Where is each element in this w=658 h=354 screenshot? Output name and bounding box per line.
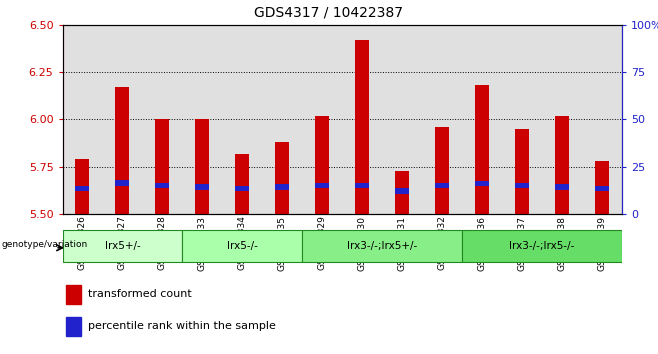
Bar [435,183,449,188]
Bar [195,119,209,214]
Bar [155,183,169,188]
Bar [435,127,449,214]
Bar [542,25,582,214]
Bar [302,25,342,214]
Text: lrx5-/-: lrx5-/- [227,241,258,251]
Bar [502,25,542,214]
Bar [555,184,569,190]
Bar [182,25,222,214]
FancyBboxPatch shape [302,230,462,262]
Text: genotype/variation: genotype/variation [1,240,88,249]
Bar [66,285,81,304]
Bar [355,40,369,214]
Bar [63,25,103,214]
Bar [115,87,130,214]
Bar [275,184,290,190]
Text: lrx3-/-;lrx5+/-: lrx3-/-;lrx5+/- [347,241,417,251]
Text: lrx5+/-: lrx5+/- [105,241,140,251]
Bar [222,25,263,214]
Bar [462,25,502,214]
Bar [395,171,409,214]
Bar [315,183,329,188]
Text: percentile rank within the sample: percentile rank within the sample [88,321,276,331]
Bar [115,180,130,186]
Bar [275,142,290,214]
Bar [103,25,142,214]
Bar [515,183,529,188]
Bar [76,159,89,214]
Bar [142,25,182,214]
Bar [475,85,489,214]
Text: transformed count: transformed count [88,289,191,299]
Bar [422,25,462,214]
Bar [515,129,529,214]
Bar [595,161,609,214]
FancyBboxPatch shape [462,230,622,262]
Bar [555,116,569,214]
Bar [595,186,609,192]
FancyBboxPatch shape [63,230,182,262]
Bar [382,25,422,214]
Bar [342,25,382,214]
Bar [66,316,81,336]
Bar [236,186,249,192]
Bar [195,184,209,190]
Bar [263,25,302,214]
Text: GDS4317 / 10422387: GDS4317 / 10422387 [255,5,403,19]
Bar [355,183,369,188]
Bar [475,181,489,186]
Bar [155,119,169,214]
Bar [582,25,622,214]
Text: lrx3-/-;lrx5-/-: lrx3-/-;lrx5-/- [509,241,574,251]
Bar [395,188,409,194]
Bar [236,154,249,214]
FancyBboxPatch shape [182,230,302,262]
Bar [76,186,89,192]
Bar [315,116,329,214]
